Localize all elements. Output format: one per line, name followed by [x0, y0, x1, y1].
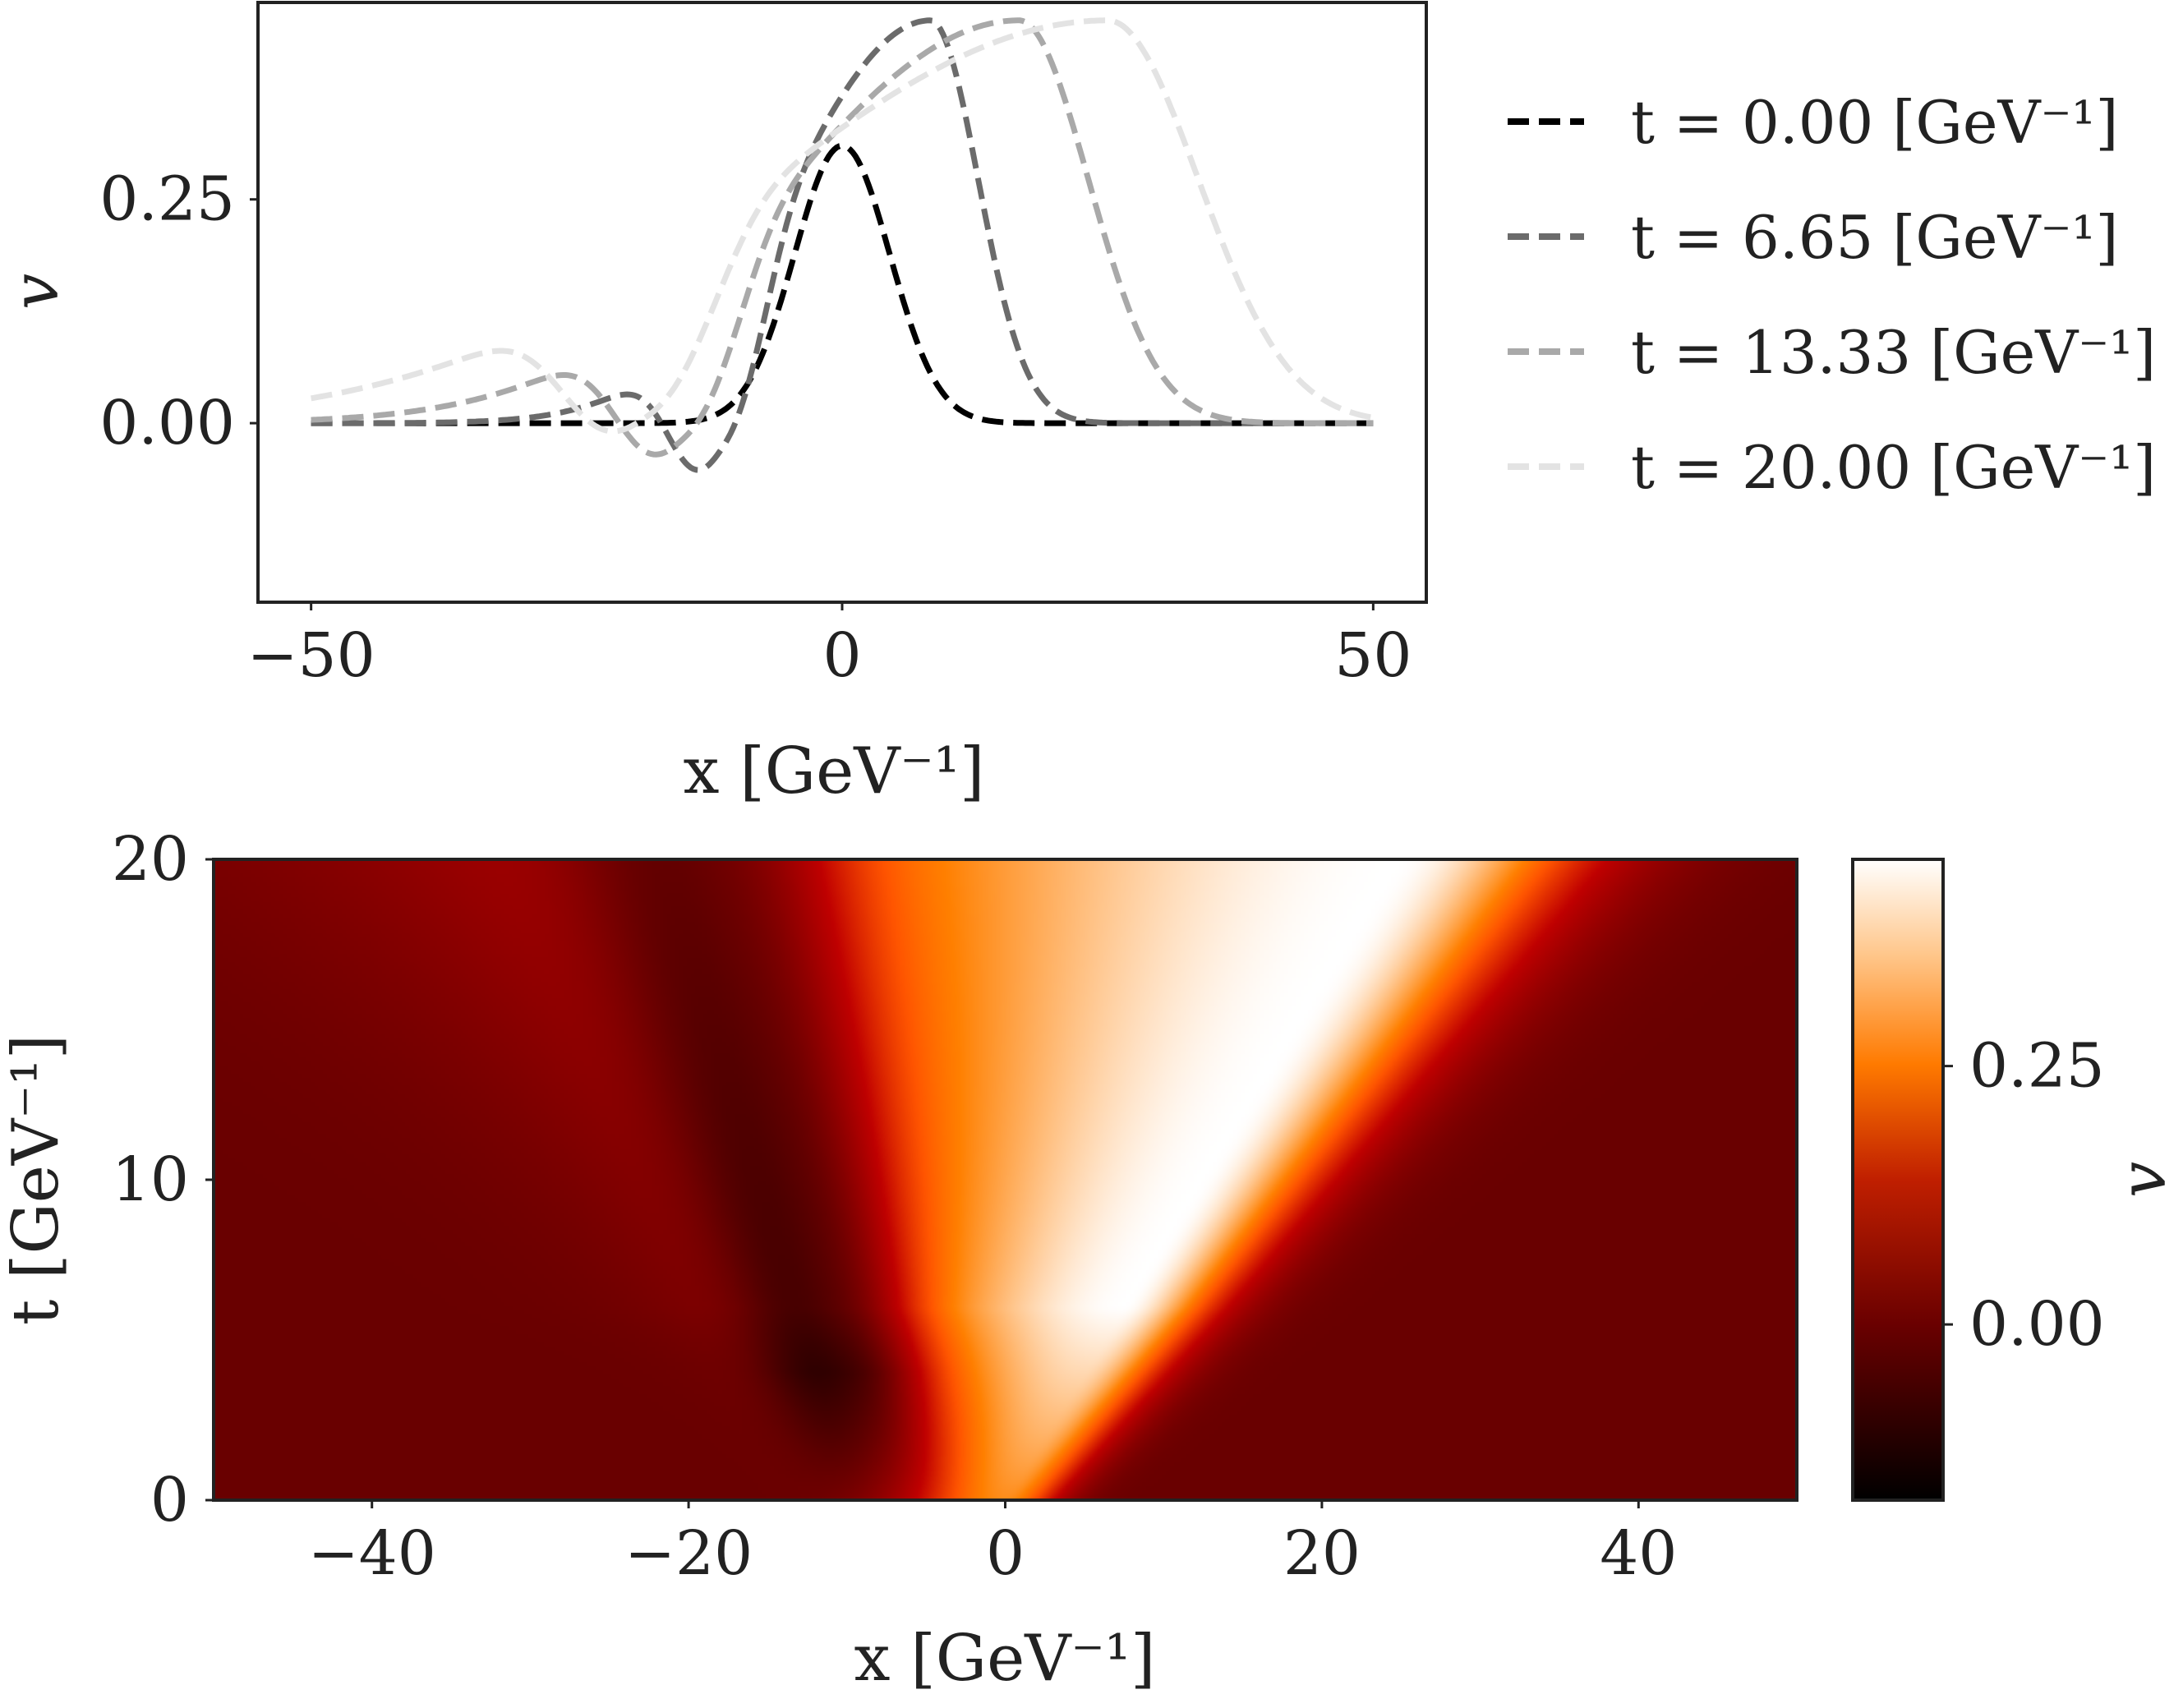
line-series-group: [311, 17, 1375, 473]
line-plot-area: [256, 1, 1428, 604]
line-x-tick-label: 50: [1334, 620, 1412, 691]
line-series-2: [311, 17, 1374, 458]
legend-label-1: t = 6.65 [GeV⁻¹]: [1631, 203, 2118, 272]
colorbar-tick-label: 0.00: [1969, 1289, 2105, 1360]
line-chart: −50 0 50 0.00 0.25 x [GeV⁻¹] v t = 0.00 [Ge…: [0, 1, 2156, 808]
heatmap-y-tick-label: 20: [112, 824, 189, 895]
line-x-axis-label: x [GeV⁻¹]: [684, 734, 985, 808]
legend-label-3: t = 20.00 [GeV⁻¹]: [1631, 433, 2156, 502]
heatmap-y-tick-label: 0: [150, 1465, 189, 1535]
line-x-ticks: −50 0 50: [247, 602, 1412, 691]
colorbar-label: v: [2107, 1162, 2181, 1198]
heatmap-image: [214, 859, 1797, 1500]
heatmap-x-tick-label: 40: [1600, 1518, 1677, 1589]
colorbar-ticks: 0.00 0.25: [1943, 1031, 2105, 1360]
heatmap-x-tick-label: 0: [986, 1518, 1025, 1589]
line-y-tick-label: 0.00: [99, 388, 235, 458]
legend-label-2: t = 13.33 [GeV⁻¹]: [1631, 318, 2156, 387]
line-x-tick-label: −50: [247, 620, 375, 691]
heatmap-x-tick-label: −40: [308, 1518, 436, 1589]
line-y-ticks: 0.00 0.25: [99, 164, 258, 458]
heatmap-y-ticks: 0 10 20: [112, 824, 214, 1535]
legend: t = 0.00 [GeV⁻¹] t = 6.65 [GeV⁻¹] t = 13.3…: [1508, 88, 2156, 502]
heatmap-chart: −40 −20 0 20 40 0 10 20 x [GeV⁻¹] t [GeV⁻¹] 0.…: [0, 824, 2181, 1696]
heatmap-y-axis-label: t [GeV⁻¹]: [0, 1034, 73, 1325]
heatmap-x-tick-label: 20: [1283, 1518, 1361, 1589]
line-series-3: [311, 17, 1375, 435]
line-y-axis-label: v: [0, 274, 73, 310]
heatmap-y-tick-label: 10: [112, 1144, 189, 1215]
colorbar: [1851, 858, 1945, 1502]
line-x-tick-label: 0: [822, 620, 861, 691]
heatmap-x-axis-label: x [GeV⁻¹]: [854, 1622, 1156, 1696]
heatmap-x-tick-label: −20: [624, 1518, 753, 1589]
colorbar-tick-label: 0.25: [1969, 1031, 2105, 1102]
line-series-1: [311, 17, 1374, 473]
heatmap-x-ticks: −40 −20 0 20 40: [308, 1500, 1677, 1589]
line-y-tick-label: 0.25: [99, 164, 235, 235]
legend-label-0: t = 0.00 [GeV⁻¹]: [1631, 88, 2118, 157]
